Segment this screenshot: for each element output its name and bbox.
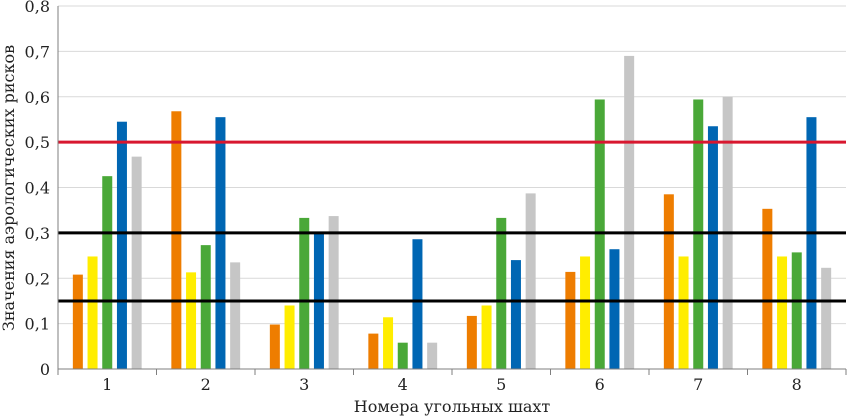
y-tick-label: 0,8 xyxy=(25,0,50,16)
bar xyxy=(186,272,197,369)
bar xyxy=(510,260,521,369)
x-tick-label: 6 xyxy=(595,375,605,394)
bar xyxy=(762,208,773,369)
reference-lines xyxy=(58,140,846,303)
bar xyxy=(821,267,832,369)
bar xyxy=(791,252,802,369)
bar xyxy=(116,121,127,369)
bar xyxy=(496,217,507,369)
bar xyxy=(171,111,182,370)
x-tick-label: 7 xyxy=(693,375,703,394)
y-tick-label: 0,4 xyxy=(25,179,50,198)
bar xyxy=(707,126,718,370)
bar xyxy=(466,315,477,369)
x-tick-label: 1 xyxy=(102,375,112,394)
y-tick-label: 0,3 xyxy=(25,224,50,243)
bar xyxy=(215,117,226,369)
bar xyxy=(72,274,83,369)
bar xyxy=(131,156,142,369)
y-tick-label: 0,6 xyxy=(25,88,50,107)
bar xyxy=(624,55,635,369)
bar xyxy=(412,239,423,369)
bar xyxy=(397,342,408,369)
bar xyxy=(328,216,339,369)
bar xyxy=(87,256,98,369)
bar xyxy=(368,333,379,369)
bar xyxy=(525,193,536,369)
bars xyxy=(72,55,832,370)
x-tick-label: 4 xyxy=(398,375,408,394)
bar xyxy=(200,245,211,369)
x-tick-label: 5 xyxy=(496,375,506,394)
y-tick-label: 0,7 xyxy=(25,42,50,61)
y-axis-label: Значения аэрологических рисков xyxy=(0,45,18,331)
bar xyxy=(427,342,438,369)
bar xyxy=(565,271,576,369)
x-tick-label: 2 xyxy=(201,375,211,394)
bar xyxy=(299,217,310,369)
bar xyxy=(481,305,492,369)
bar xyxy=(806,117,817,369)
x-axis-label: Номера угольных шахт xyxy=(354,397,551,416)
axes xyxy=(57,6,847,375)
bar xyxy=(609,249,620,369)
y-tick-label: 0 xyxy=(40,360,50,379)
bar xyxy=(284,305,295,369)
bar xyxy=(383,317,394,369)
bar xyxy=(777,256,788,369)
bar xyxy=(580,256,591,369)
y-tick-label: 0,2 xyxy=(25,269,50,288)
bar xyxy=(102,176,113,369)
bar xyxy=(678,256,689,369)
y-tick-label: 0,1 xyxy=(25,315,50,334)
bar xyxy=(230,262,241,369)
bar xyxy=(269,324,280,369)
bar xyxy=(663,194,674,369)
y-tick-label: 0,5 xyxy=(25,133,50,152)
y-tick-labels: 0 0,1 0,2 0,3 0,4 0,5 0,6 0,7 0,8 xyxy=(25,0,50,379)
x-tick-labels: 1 2 3 4 5 6 7 8 xyxy=(102,375,802,394)
x-tick-label: 8 xyxy=(792,375,802,394)
x-tick-label: 3 xyxy=(299,375,309,394)
